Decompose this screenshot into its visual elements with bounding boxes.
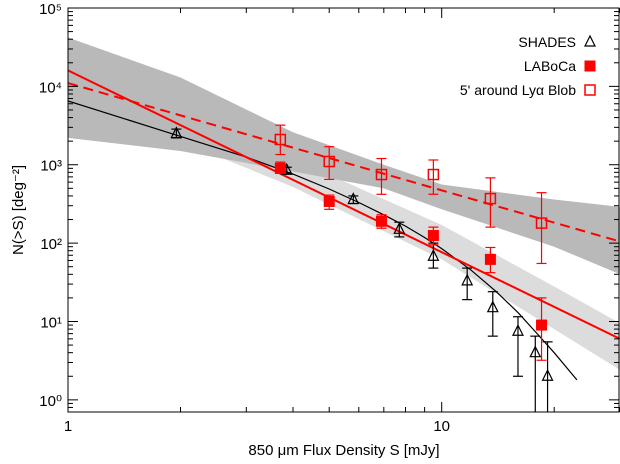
legend-marker [584, 84, 596, 96]
fit-line-1 [68, 100, 578, 381]
data-point-laboca [484, 253, 496, 265]
fit-line-2 [68, 69, 620, 340]
data-point-shades [170, 126, 183, 139]
data-point-laboca [274, 162, 286, 174]
axes: 1 10 10⁰ 10¹ 10² 10³ 10⁴ 10⁵ [39, 1, 620, 435]
data-point-shades [529, 345, 542, 358]
data-point--around-ly-blob [274, 133, 287, 146]
data-point--around-ly-blob [375, 168, 388, 181]
y-tick-label: 10⁵ [39, 1, 62, 18]
fit-lines [68, 69, 620, 381]
data-point-shades [486, 300, 499, 313]
x-axis-label: 850 μm Flux Density S [mJy] [248, 442, 439, 459]
data-point--around-ly-blob [484, 192, 497, 205]
legend-label: 5' around Lyα Blob [460, 82, 576, 98]
confidence-bands [68, 37, 620, 371]
y-tick-label: 10³ [40, 158, 62, 175]
legend-label: LABoCa [524, 58, 576, 74]
y-tick-label: 10² [40, 236, 62, 253]
data-point-shades [347, 192, 360, 205]
band-2 [68, 37, 620, 275]
data-point-shades [541, 368, 554, 381]
legend-marker [584, 34, 596, 47]
data-point-laboca [323, 195, 335, 207]
y-axis-label: N(>S) [deg⁻²] [10, 165, 27, 255]
y-tick-label: 10⁰ [39, 393, 62, 410]
x-tick-label: 1 [64, 418, 72, 435]
legend: SHADES LABoCa 5' around Lyα Blob [460, 34, 596, 98]
legend-marker [584, 60, 596, 72]
data-point--around-ly-blob [427, 168, 440, 181]
plot-frame [67, 7, 620, 413]
y-tick-label: 10¹ [40, 314, 62, 331]
data-point-laboca [427, 230, 439, 242]
data-point-laboca [375, 215, 387, 227]
data-point-laboca [536, 319, 548, 331]
data-point-shades [461, 273, 474, 286]
x-tick-label: 10 [433, 418, 450, 435]
data-point-shades [393, 221, 406, 234]
data-points [170, 124, 554, 412]
data-point--around-ly-blob [323, 155, 335, 168]
data-point--around-ly-blob [535, 217, 548, 229]
y-tick-label: 10⁴ [39, 79, 62, 96]
data-point-shades [512, 323, 524, 336]
legend-label: SHADES [518, 34, 576, 50]
data-point-shades [427, 248, 440, 261]
